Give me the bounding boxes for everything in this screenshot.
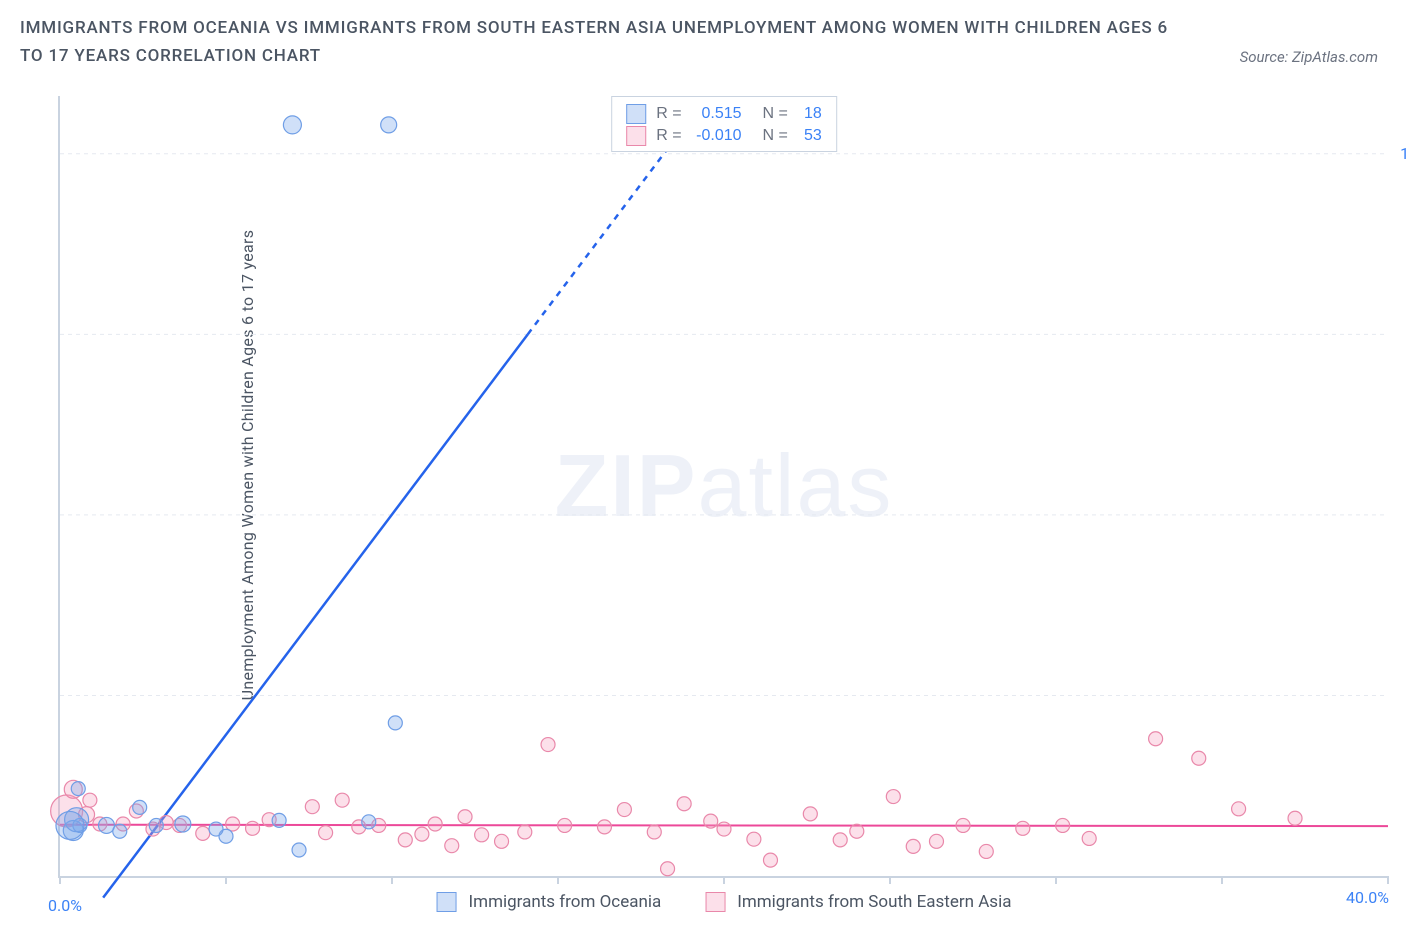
n-value-oceania: 18 — [794, 103, 822, 125]
x-tick-max: 40.0% — [1346, 888, 1389, 907]
legend-bottom-item-oceania: Immigrants from Oceania — [437, 892, 662, 912]
legend-row-oceania: R = 0.515 N = 18 — [626, 103, 822, 125]
legend-correlation-box: R = 0.515 N = 18 R = -0.010 N = 53 — [611, 96, 837, 152]
plot-area: ZIPatlas R = 0.515 N = 18 R = -0.010 N =… — [58, 96, 1388, 878]
y-tick-label: 100.0% — [1400, 144, 1406, 163]
r-value-seasia: -0.010 — [688, 125, 742, 147]
legend-bottom: Immigrants from Oceania Immigrants from … — [437, 892, 1012, 912]
swatch-oceania-2 — [437, 892, 457, 912]
legend-bottom-item-seasia: Immigrants from South Eastern Asia — [705, 892, 1011, 912]
r-label-2: R = — [656, 125, 681, 147]
n-value-seasia: 53 — [794, 125, 822, 147]
swatch-oceania — [626, 104, 646, 124]
swatch-seasia-2 — [705, 892, 725, 912]
legend-bottom-label-oceania: Immigrants from Oceania — [469, 892, 662, 912]
r-value-oceania: 0.515 — [688, 103, 742, 125]
n-label: N = — [762, 103, 787, 125]
x-tick-min: 0.0% — [48, 896, 82, 915]
r-label: R = — [656, 103, 681, 125]
chart-container: IMMIGRANTS FROM OCEANIA VS IMMIGRANTS FR… — [0, 0, 1406, 930]
plot-svg — [60, 96, 1388, 876]
n-label-2: N = — [762, 125, 787, 147]
source-label: Source: ZipAtlas.com — [1240, 48, 1378, 66]
swatch-seasia — [626, 126, 646, 146]
legend-row-seasia: R = -0.010 N = 53 — [626, 125, 822, 147]
chart-title: IMMIGRANTS FROM OCEANIA VS IMMIGRANTS FR… — [20, 14, 1186, 70]
legend-bottom-label-seasia: Immigrants from South Eastern Asia — [737, 892, 1011, 912]
